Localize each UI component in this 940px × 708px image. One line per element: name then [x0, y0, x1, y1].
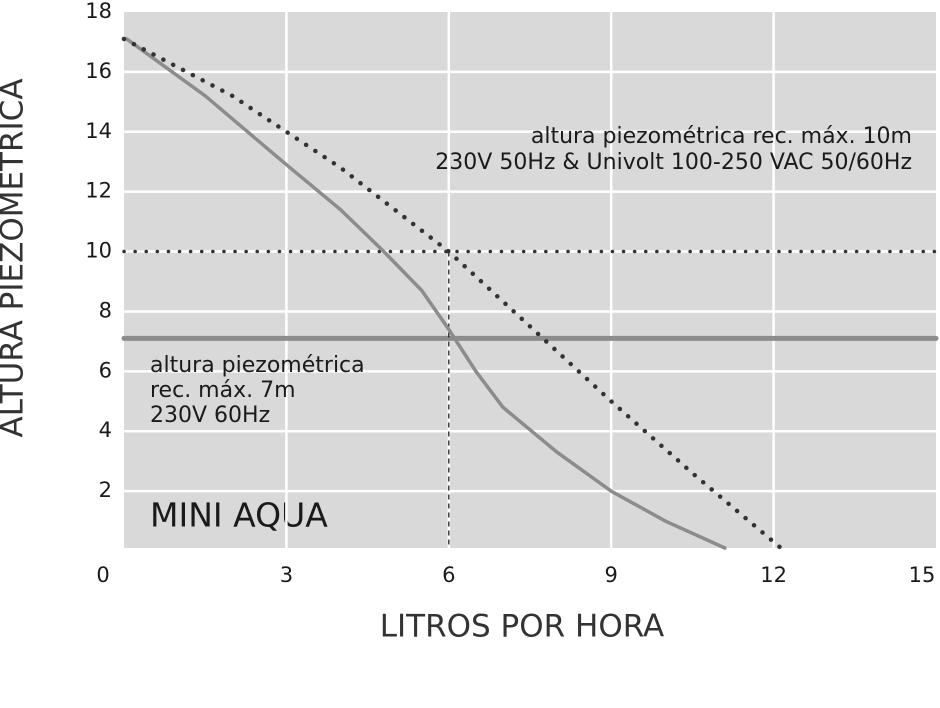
y-tick-label: 14	[85, 119, 112, 143]
line	[121, 36, 787, 554]
annotation: rec. máx. 7m	[150, 378, 296, 403]
x-tick-label: 6	[442, 563, 455, 587]
y-tick-label: 6	[99, 358, 112, 382]
annotation: 230V 60Hz	[150, 403, 270, 428]
y-tick-label: 18	[85, 0, 112, 23]
x-tick-label: 15	[909, 563, 936, 587]
x-axis-label: LITROS POR HORA	[380, 609, 665, 645]
y-tick-label: 16	[85, 59, 112, 83]
x-tick-label: 3	[280, 563, 293, 587]
x-tick-label: 9	[605, 563, 618, 587]
annotation: 230V 50Hz & Univolt 100-250 VAC 50/60Hz	[435, 150, 912, 175]
annotation: altura piezométrica rec. máx. 10m	[531, 124, 912, 149]
y-tick-label: 4	[99, 418, 112, 442]
y-tick-label: 12	[85, 179, 112, 203]
line	[124, 37, 727, 550]
y-tick-label: 8	[99, 298, 112, 322]
plot-area	[124, 12, 936, 548]
y-tick-label: 10	[85, 239, 112, 263]
chart-title: MINI AQUA	[150, 496, 328, 535]
x-tick-label: 12	[760, 563, 787, 587]
y-tick-label: 2	[99, 478, 112, 502]
annotation: altura piezométrica	[150, 353, 365, 378]
x-tick-label: 0	[96, 563, 109, 587]
y-axis-label: ALTURA PIEZOMETRICA	[0, 78, 31, 437]
